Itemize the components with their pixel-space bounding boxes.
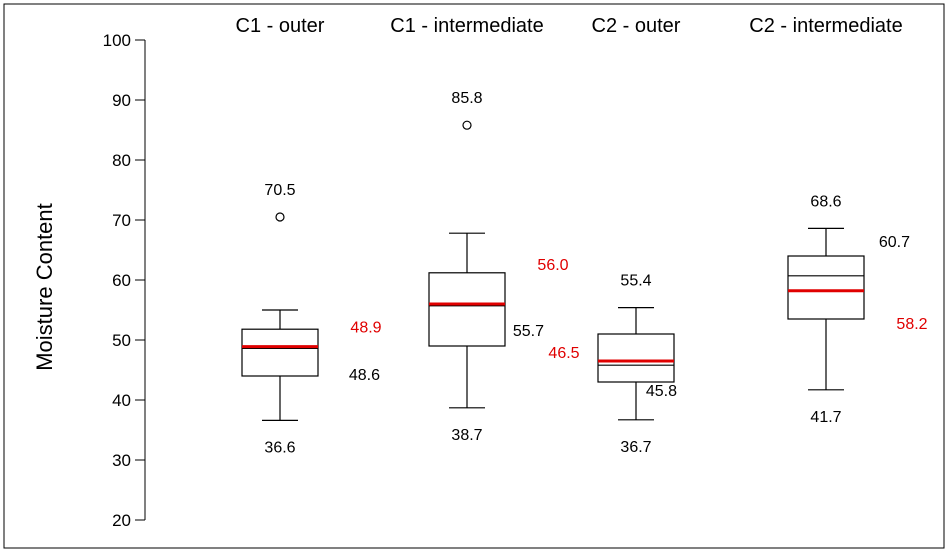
y-tick-label: 20: [112, 511, 131, 530]
y-axis: 20 30 40 50 60 70 80 90 100: [103, 31, 146, 530]
box-group: C2 - intermediate 68.6 41.7 60.7 58.2: [749, 15, 927, 426]
y-tick-label: 70: [112, 211, 131, 230]
outlier-point: [462, 120, 472, 130]
median-value-label: 45.8: [646, 383, 677, 400]
box-group: C2 - outer 55.4 36.7 45.8 46.5: [548, 15, 680, 456]
min-value-label: 36.6: [264, 439, 295, 456]
interquartile-box: [787, 255, 865, 320]
max-value-label: 68.6: [810, 193, 841, 210]
max-value-label: 55.4: [620, 273, 651, 290]
interquartile-box: [428, 272, 506, 347]
y-axis-label: Moisture Content: [32, 203, 57, 371]
y-tick-label: 30: [112, 451, 131, 470]
box-group: C1 - intermediate 85.8 38.7 55.7 56.0: [390, 15, 568, 444]
interquartile-box: [597, 333, 675, 383]
chart-frame: [3, 3, 945, 549]
min-value-label: 36.7: [620, 439, 651, 456]
mean-value-label: 46.5: [548, 345, 579, 362]
mean-value-label: 48.9: [350, 320, 381, 337]
median-value-label: 48.6: [349, 367, 380, 384]
outlier-point: [275, 212, 285, 222]
y-tick-label: 60: [112, 271, 131, 290]
mean-value-label: 56.0: [537, 257, 568, 274]
category-label: C2 - outer: [592, 15, 681, 37]
min-value-label: 38.7: [451, 427, 482, 444]
y-tick-label: 50: [112, 331, 131, 350]
median-value-label: 60.7: [879, 234, 910, 251]
y-tick-label: 100: [103, 31, 131, 50]
y-tick-label: 80: [112, 151, 131, 170]
y-tick-label: 90: [112, 91, 131, 110]
max-value-label: 85.8: [451, 90, 482, 107]
box-group: C1 - outer 70.5 36.6 48.6 48.9: [236, 15, 382, 456]
y-tick-label: 40: [112, 391, 131, 410]
min-value-label: 41.7: [810, 409, 841, 426]
plot-area: C1 - outer 70.5 36.6 48.6 48.9 C1 - intermedi…: [236, 15, 928, 456]
mean-value-label: 58.2: [896, 316, 927, 333]
category-label: C1 - intermediate: [390, 15, 543, 37]
max-value-label: 70.5: [264, 182, 295, 199]
interquartile-box: [241, 328, 319, 377]
category-label: C2 - intermediate: [749, 15, 902, 37]
median-value-label: 55.7: [513, 323, 544, 340]
category-label: C1 - outer: [236, 15, 325, 37]
